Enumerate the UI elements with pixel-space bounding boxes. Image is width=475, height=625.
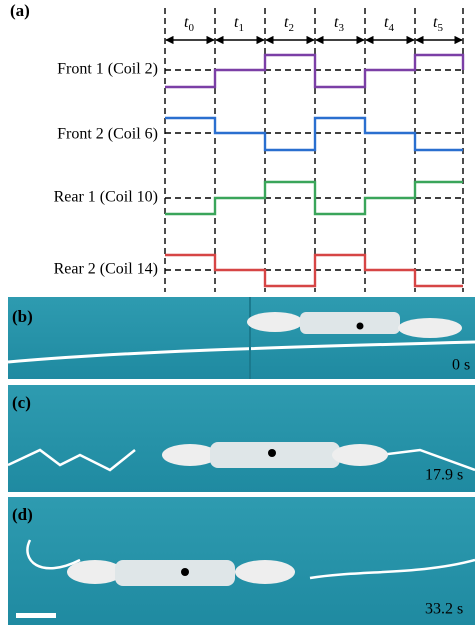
time-index: 2 (288, 22, 294, 34)
photo-label: (c) (12, 393, 31, 412)
time-label: t2 (284, 14, 294, 34)
photo-label: (d) (12, 505, 33, 524)
time-label: t3 (334, 14, 344, 34)
reference-levels (165, 70, 463, 270)
time-label: t0 (184, 14, 194, 34)
time-index: 3 (338, 22, 344, 34)
figure: (a) t0 t1 t2 t3 t4 t5 Front 1 (Coil 2) Front … (0, 0, 475, 625)
time-index: 4 (388, 22, 394, 34)
time-index: 5 (437, 22, 443, 34)
signal-front1 (165, 55, 463, 87)
signal-label: Front 2 (Coil 6) (57, 126, 158, 143)
photo-time: 0 s (452, 357, 470, 374)
time-index: 0 (188, 22, 194, 34)
signal-front2 (165, 118, 463, 150)
signal-label: Front 1 (Coil 2) (57, 61, 158, 78)
scale-bar (16, 613, 56, 618)
panel-label: (a) (10, 1, 30, 20)
photo-d (8, 497, 475, 625)
photo-b (8, 297, 475, 379)
photo-label: (b) (12, 307, 33, 326)
time-labels: t0 t1 t2 t3 t4 t5 (166, 14, 462, 40)
signal-label: Rear 1 (Coil 10) (54, 189, 158, 206)
time-label: t4 (384, 14, 394, 34)
signal-label: Rear 2 (Coil 14) (54, 261, 158, 278)
time-label: t1 (234, 14, 244, 34)
photo-time: 33.2 s (425, 601, 463, 618)
photo-time: 17.9 s (425, 467, 463, 484)
time-label: t5 (433, 14, 443, 34)
photo-c (8, 385, 475, 492)
time-index: 1 (238, 22, 244, 34)
